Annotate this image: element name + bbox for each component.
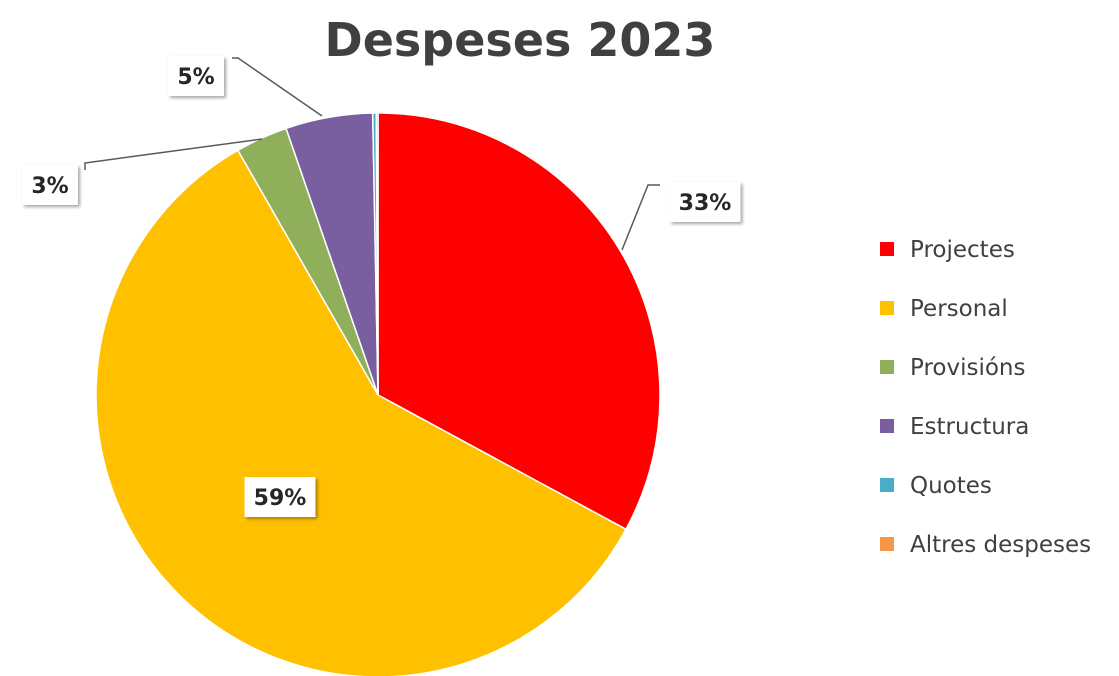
data-label-personal: 59% <box>254 486 307 511</box>
data-label-box-provisions <box>22 165 78 205</box>
leader-line-provisions <box>84 138 263 170</box>
pie-slice-personal <box>95 149 627 676</box>
legend-swatch-provisions <box>880 360 894 374</box>
legend-entry-estructura: Estructura <box>910 414 1029 440</box>
legend-entry-quotes: Quotes <box>910 473 992 499</box>
legend-entry-provisions: Provisións <box>910 355 1026 381</box>
pie-slices <box>95 112 661 676</box>
pie-slice-altres-despeses <box>375 112 379 396</box>
chart-title: Despeses 2023 <box>325 13 716 67</box>
data-labels: 33% 59% 3% 5% <box>22 56 741 517</box>
data-label-box-personal <box>244 477 316 517</box>
legend-swatch-estructura <box>880 419 894 433</box>
legend-entry-personal: Personal <box>910 296 1008 322</box>
pie-slice-projectes <box>377 112 661 531</box>
data-label-estructura: 5% <box>177 65 214 90</box>
legend-swatch-personal <box>880 301 894 315</box>
legend: Projectes Personal Provisións Estructura… <box>880 237 1091 558</box>
legend-entry-altres-despeses: Altres despeses <box>910 532 1091 558</box>
data-label-box-projectes <box>669 182 741 222</box>
leader-line-estructura <box>232 57 323 117</box>
legend-swatch-quotes <box>880 478 894 492</box>
data-label-projectes: 33% <box>679 191 732 216</box>
data-label-provisions: 3% <box>31 174 68 199</box>
leader-line-projectes <box>621 184 660 251</box>
data-label-box-estructura <box>168 56 224 96</box>
legend-swatch-projectes <box>880 242 894 256</box>
leader-lines <box>84 57 660 251</box>
legend-swatch-altres-despeses <box>880 537 894 551</box>
legend-entry-projectes: Projectes <box>910 237 1015 263</box>
